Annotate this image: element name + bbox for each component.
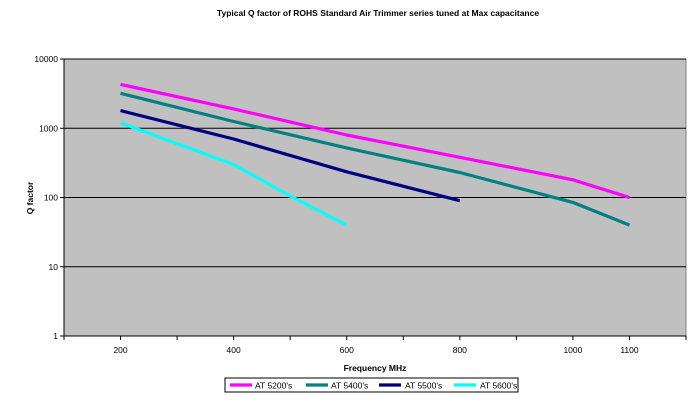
y-axis-label: Q factor bbox=[25, 181, 35, 214]
legend-label-1: AT 5200's bbox=[255, 381, 292, 391]
legend-label-2: AT 5400's bbox=[331, 381, 368, 391]
series-line-2 bbox=[120, 91, 631, 227]
series-lines bbox=[119, 82, 631, 227]
x-tick-label: 200 bbox=[113, 345, 127, 355]
legend-label-4: AT 5600's bbox=[480, 381, 517, 391]
y-tick-label: 10000 bbox=[34, 54, 58, 64]
x-tick-label: 1000 bbox=[563, 345, 582, 355]
legend-items: AT 5200's AT 5400's AT 5500's AT 5600's bbox=[230, 381, 517, 391]
series-line-1 bbox=[120, 82, 630, 200]
legend: AT 5200's AT 5400's AT 5500's AT 5600's bbox=[224, 377, 519, 393]
axes bbox=[60, 58, 687, 340]
legend-box bbox=[224, 377, 519, 393]
y-tick-label: 100 bbox=[44, 193, 58, 203]
y-tick-label: 1000 bbox=[39, 123, 58, 133]
x-tick-label: 1100 bbox=[620, 345, 639, 355]
gridlines bbox=[64, 58, 686, 268]
series-line-4 bbox=[119, 121, 348, 227]
chart-title: Typical Q factor of ROHS Standard Air Tr… bbox=[217, 8, 539, 18]
legend-label-3: AT 5500's bbox=[405, 381, 442, 391]
series-line-3 bbox=[120, 109, 461, 203]
x-tick-label: 600 bbox=[340, 345, 354, 355]
plot-area bbox=[63, 58, 687, 337]
x-tick-labels: 200 400 600 800 1000 1100 bbox=[113, 345, 638, 355]
x-tick-label: 400 bbox=[227, 345, 241, 355]
x-tick-label: 800 bbox=[453, 345, 467, 355]
y-tick-labels: 1 10 100 1000 10000 bbox=[34, 54, 58, 341]
x-axis-label: Frequency MHz bbox=[344, 363, 407, 373]
y-tick-label: 1 bbox=[53, 331, 58, 341]
y-tick-label: 10 bbox=[49, 262, 59, 272]
